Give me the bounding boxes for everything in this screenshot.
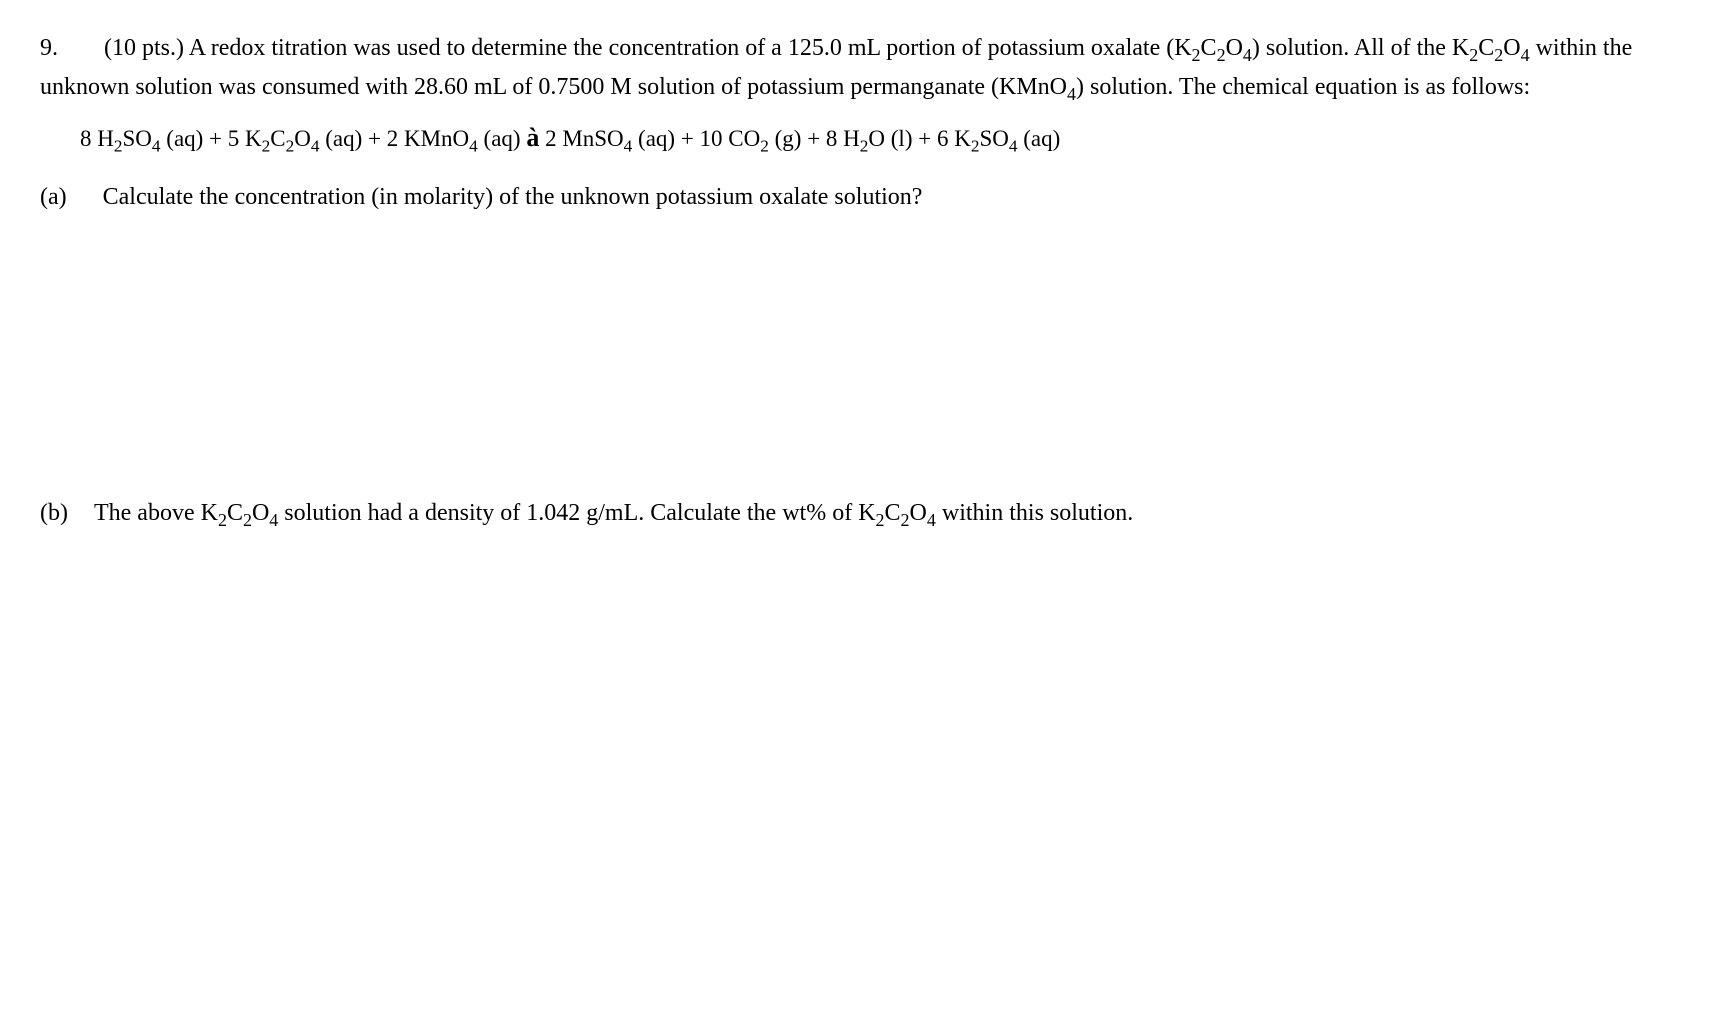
part-b-label: (b): [40, 500, 68, 526]
intro-text-1: A redox titration was used to determine …: [189, 35, 1192, 61]
eq-part: O (l) + 6 K: [868, 126, 970, 151]
sub: 4: [1521, 45, 1530, 65]
sub: 2: [1494, 45, 1503, 65]
eq-part: (aq) + 5 K: [161, 126, 262, 151]
part-b-text-1: The above K: [94, 500, 218, 526]
eq-part: SO: [979, 126, 1008, 151]
sub: 2: [1217, 45, 1226, 65]
part-b-text-3: within this solution.: [936, 500, 1133, 526]
formula-part: O: [1226, 35, 1243, 61]
formula-part: C: [227, 500, 243, 526]
eq-part: (aq) + 2 KMnO: [319, 126, 469, 151]
sub: 2: [1469, 45, 1478, 65]
sub: 2: [286, 136, 295, 155]
reaction-arrow: à: [526, 123, 539, 152]
formula-part: C: [885, 500, 901, 526]
eq-part: (aq): [1017, 126, 1060, 151]
formula-part: O: [910, 500, 927, 526]
sub: 2: [243, 510, 252, 530]
sub: 4: [469, 136, 478, 155]
part-b: (b) The above K2C2O4 solution had a dens…: [40, 495, 1685, 534]
sub: 4: [1067, 84, 1076, 104]
intro-text-2: ) solution. All of the K: [1252, 35, 1469, 61]
part-a: (a) Calculate the concentration (in mola…: [40, 179, 1685, 215]
sub: 2: [218, 510, 227, 530]
problem-header: 9. (10 pts.) A redox titration was used …: [40, 30, 1685, 108]
eq-part: 2 MnSO: [539, 126, 623, 151]
sub: 4: [1243, 45, 1252, 65]
intro-text-4: ) solution. The chemical equation is as …: [1076, 74, 1530, 100]
sub: 4: [152, 136, 161, 155]
sub: 2: [1192, 45, 1201, 65]
eq-part: C: [270, 126, 285, 151]
part-a-label: (a): [40, 184, 67, 210]
sub: 2: [760, 136, 769, 155]
formula-part: O: [1503, 35, 1520, 61]
part-b-text-2: solution had a density of 1.042 g/mL. Ca…: [278, 500, 875, 526]
eq-part: (aq) + 10 CO: [632, 126, 760, 151]
formula-part: O: [252, 500, 269, 526]
chemical-equation: 8 H2SO4 (aq) + 5 K2C2O4 (aq) + 2 KMnO4 (…: [80, 118, 1685, 159]
sub: 2: [114, 136, 123, 155]
sub: 2: [262, 136, 271, 155]
sub: 2: [876, 510, 885, 530]
sub: 4: [624, 136, 633, 155]
problem-number: 9.: [40, 35, 58, 61]
eq-part: 8 H: [80, 126, 114, 151]
eq-part: O: [294, 126, 311, 151]
sub: 2: [901, 510, 910, 530]
problem-points: (10 pts.): [104, 35, 184, 61]
eq-part: (aq): [478, 126, 527, 151]
eq-part: SO: [123, 126, 152, 151]
sub: 4: [269, 510, 278, 530]
part-a-text: Calculate the concentration (in molarity…: [103, 184, 923, 210]
formula-part: C: [1478, 35, 1494, 61]
eq-part: (g) + 8 H: [769, 126, 860, 151]
formula-part: C: [1201, 35, 1217, 61]
sub: 4: [927, 510, 936, 530]
